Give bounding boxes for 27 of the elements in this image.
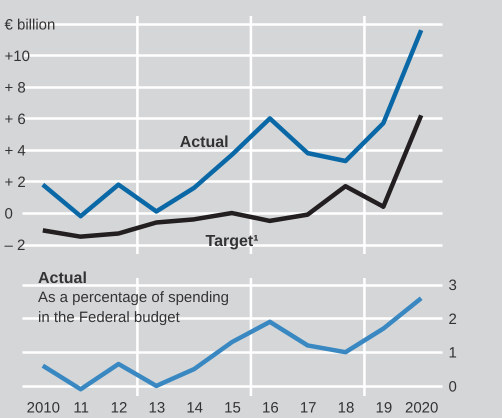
text: Actual xyxy=(38,270,87,287)
series-label: Actual xyxy=(180,134,229,151)
y2-tick-label: 0 xyxy=(448,378,457,396)
y-tick-label: +10 xyxy=(4,48,30,65)
x-tick-label: 12 xyxy=(110,400,128,416)
y2-tick-label: 1 xyxy=(448,344,457,362)
x-tick-label: 16 xyxy=(262,400,279,416)
x-tick-label: 18 xyxy=(338,400,354,416)
x-tick-label: 2010 xyxy=(26,400,60,416)
y-tick-label: – 2 xyxy=(4,237,26,254)
y-tick-label: 0 xyxy=(4,206,13,223)
y2-tick-label: 3 xyxy=(448,277,457,294)
annotation: As a percentage of spending in the Federal budget xyxy=(38,289,229,326)
x-tick-label: 14 xyxy=(186,400,204,416)
series-label: Target¹ xyxy=(205,233,259,250)
y-tick-label: + 8 xyxy=(4,79,26,96)
x-tick-label: 13 xyxy=(148,400,166,416)
y-tick-label: + 4 xyxy=(4,142,26,160)
x-tick-label: 11 xyxy=(73,400,89,416)
y-tick-label: € billion xyxy=(4,16,56,34)
x-tick-label: 15 xyxy=(224,400,241,416)
x-tick-label: 19 xyxy=(376,400,392,416)
y-tick-label: + 6 xyxy=(4,110,26,128)
x-tick-label: 17 xyxy=(300,400,317,416)
y2-tick-label: 2 xyxy=(448,310,457,328)
x-tick-label: 2020 xyxy=(405,400,438,416)
y-tick-label: + 2 xyxy=(4,174,26,191)
